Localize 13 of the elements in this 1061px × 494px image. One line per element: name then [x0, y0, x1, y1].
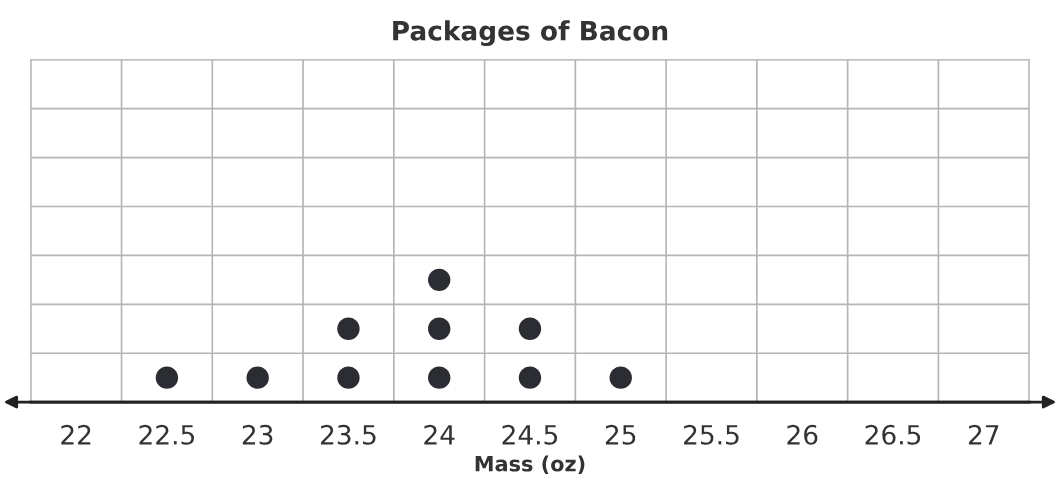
x-tick-label: 25: [605, 424, 636, 445]
x-tick-label: 22.5: [139, 424, 194, 445]
x-tick-label: 25.5: [684, 424, 739, 445]
chart-title: Packages of Bacon: [393, 20, 668, 47]
x-axis-title: Mass (oz): [475, 455, 585, 475]
x-tick-label: 23.5: [321, 424, 376, 445]
x-tick-label: 26.5: [865, 424, 921, 445]
x-tick-label: 24: [424, 424, 455, 445]
x-tick-label: 27: [968, 424, 999, 445]
x-tick-label: 26: [787, 424, 818, 445]
x-tick-label: 22: [61, 424, 91, 445]
x-tick-label: 23: [242, 424, 273, 445]
x-tick-label: 24.5: [502, 424, 558, 445]
